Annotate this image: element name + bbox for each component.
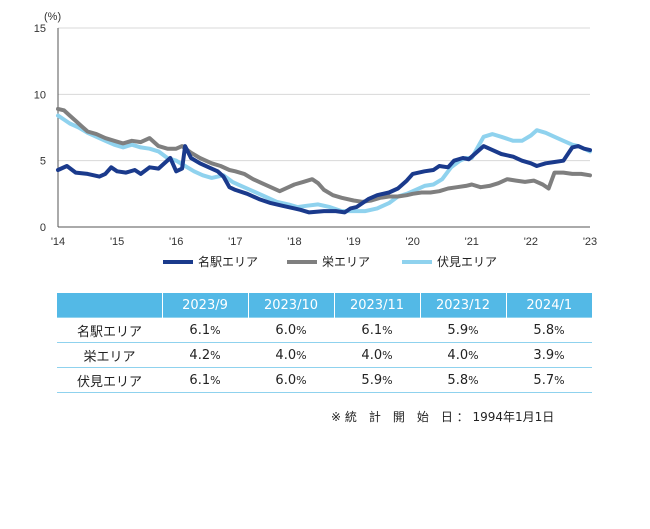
percent-sign: %: [296, 323, 307, 337]
cell-value: 5.8: [447, 372, 469, 388]
cell-value: 4.2: [189, 347, 211, 363]
x-tick-label: '21: [465, 236, 479, 248]
table-cell: 4.0%: [248, 342, 334, 368]
y-tick-label: 15: [34, 23, 46, 35]
legend: 名駅エリア 栄エリア 伏見エリア: [163, 254, 497, 269]
table-cell: 5.9%: [420, 317, 506, 343]
percent-sign: %: [468, 348, 479, 362]
table-cell: 5.7%: [506, 367, 592, 393]
legend-label: 伏見エリア: [437, 255, 497, 269]
percent-sign: %: [210, 348, 221, 362]
cell-value: 4.0: [447, 347, 469, 363]
table-cell: 6.0%: [248, 317, 334, 343]
tick-labels: 15 10 5 0 '14 '15 '16 '17 '18 '19 '20 '21 '22 '23: [34, 23, 597, 248]
percent-sign: %: [210, 323, 221, 337]
table-corner-cell: [57, 293, 162, 318]
data-table: 2023/9 2023/10 2023/11 2023/12 2024/1 名駅…: [57, 293, 592, 393]
row-label: 栄エリア: [57, 342, 162, 368]
footnote: ※ 統 計 開 始 日 ： 1994年1月1日: [331, 410, 555, 424]
x-tick-label: '17: [228, 236, 242, 248]
y-axis-unit: (%): [44, 11, 61, 23]
percent-sign: %: [210, 373, 221, 387]
cell-value: 4.0: [275, 347, 297, 363]
table-cell: 5.8%: [420, 367, 506, 393]
cell-value: 5.8: [533, 322, 555, 338]
table-cell: 4.0%: [334, 342, 420, 368]
x-tick-label: '19: [346, 236, 360, 248]
percent-sign: %: [554, 348, 565, 362]
cell-value: 6.0: [275, 372, 297, 388]
x-tick-label: '20: [405, 236, 419, 248]
table-row: 名駅エリア 6.1% 6.0% 6.1% 5.9% 5.8%: [57, 317, 592, 343]
table-cell: 5.9%: [334, 367, 420, 393]
cell-value: 5.9: [361, 372, 383, 388]
cell-value: 5.9: [447, 322, 469, 338]
cell-value: 4.0: [361, 347, 383, 363]
line-chart: (%) 15 10 5 0 '14 '15 '16 '17 '18 '19 '20 '21 '22 '23…: [34, 11, 597, 269]
cell-value: 3.9: [533, 347, 555, 363]
row-label: 名駅エリア: [57, 317, 162, 343]
table-column-header: 2023/9: [161, 293, 248, 318]
percent-sign: %: [382, 373, 393, 387]
table-cell: 6.1%: [162, 317, 248, 343]
table-column-header: 2023/10: [247, 293, 334, 318]
legend-label: 名駅エリア: [198, 254, 258, 269]
x-tick-label: '15: [110, 236, 124, 248]
table-cell: 4.0%: [420, 342, 506, 368]
table-row: 伏見エリア 6.1% 6.0% 5.9% 5.8% 5.7%: [57, 367, 592, 393]
series-lines: [56, 106, 592, 215]
cell-value: 6.1: [189, 372, 211, 388]
y-tick-label: 10: [34, 89, 46, 101]
cell-value: 6.1: [361, 322, 383, 338]
grid-lines: [58, 27, 590, 162]
row-label: 伏見エリア: [57, 367, 162, 393]
percent-sign: %: [554, 373, 565, 387]
table-cell: 6.1%: [162, 367, 248, 393]
x-tick-label: '18: [287, 236, 301, 248]
x-tick-label: '14: [51, 236, 65, 248]
percent-sign: %: [468, 373, 479, 387]
percent-sign: %: [382, 323, 393, 337]
table-cell: 6.0%: [248, 367, 334, 393]
percent-sign: %: [296, 348, 307, 362]
table-column-header: 2024/1: [505, 293, 592, 318]
legend-label: 栄エリア: [322, 255, 370, 269]
cell-value: 6.1: [189, 322, 211, 338]
table-cell: 6.1%: [334, 317, 420, 343]
series-line: [56, 113, 592, 214]
table-header-row: 2023/9 2023/10 2023/11 2023/12 2024/1: [57, 293, 592, 318]
cell-value: 5.7: [533, 372, 555, 388]
x-tick-label: '22: [524, 236, 538, 248]
percent-sign: %: [554, 323, 565, 337]
series-line: [56, 144, 592, 215]
table-cell: 3.9%: [506, 342, 592, 368]
percent-sign: %: [468, 323, 479, 337]
table-column-header: 2023/12: [419, 293, 506, 318]
y-tick-label: 0: [40, 222, 46, 234]
x-tick-label: '23: [583, 236, 597, 248]
cell-value: 6.0: [275, 322, 297, 338]
table-cell: 5.8%: [506, 317, 592, 343]
table-cell: 4.2%: [162, 342, 248, 368]
table-column-header: 2023/11: [333, 293, 420, 318]
axes: [57, 28, 590, 228]
percent-sign: %: [382, 348, 393, 362]
y-tick-label: 5: [40, 156, 46, 168]
series-line: [56, 106, 592, 204]
percent-sign: %: [296, 373, 307, 387]
x-tick-label: '16: [169, 236, 183, 248]
table-row: 栄エリア 4.2% 4.0% 4.0% 4.0% 3.9%: [57, 342, 592, 368]
